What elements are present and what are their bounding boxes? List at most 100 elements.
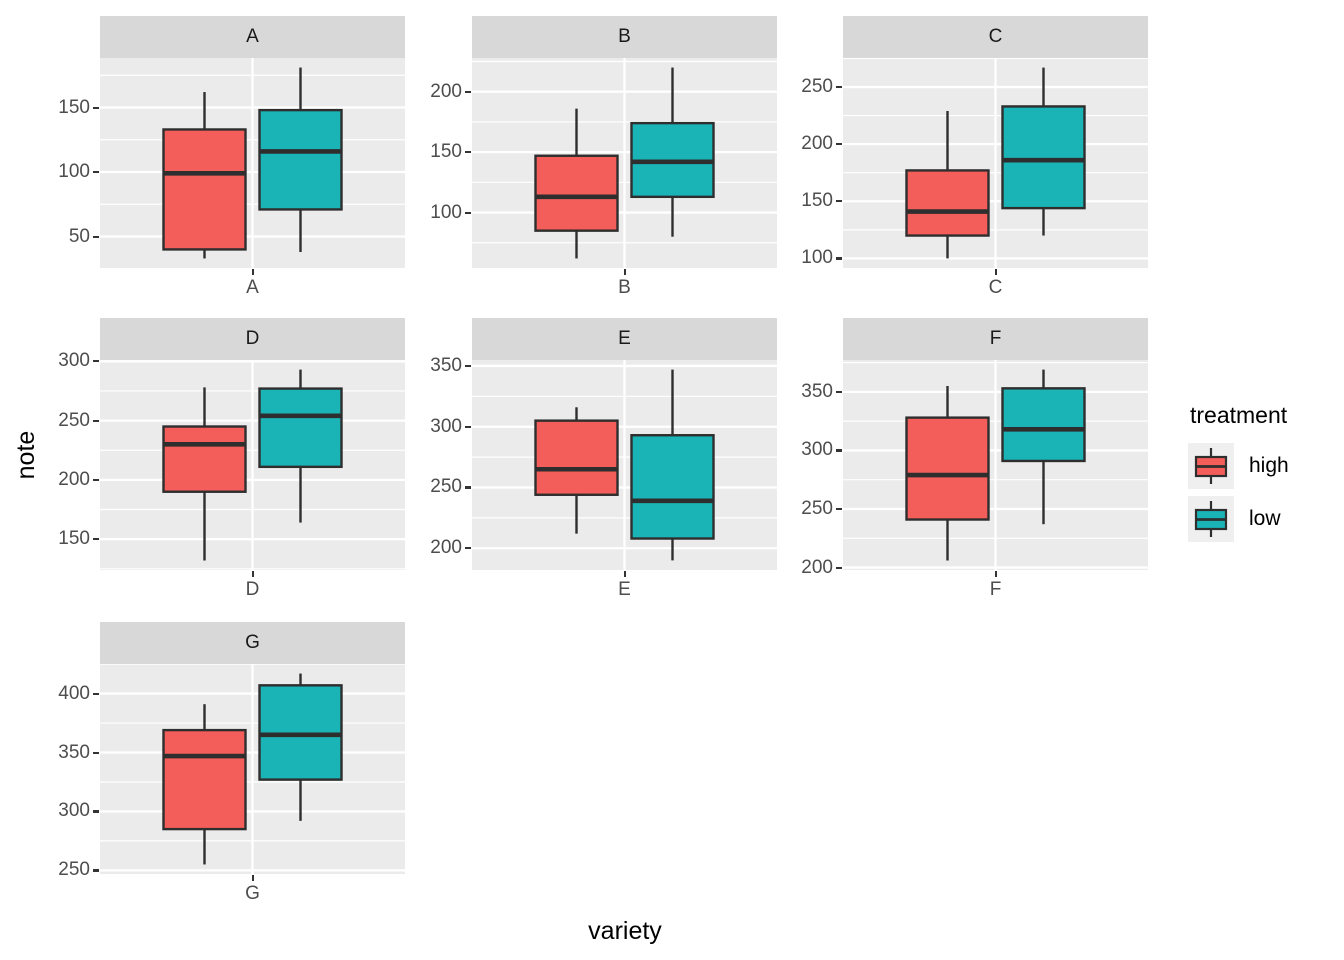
y-tick-mark [93,478,99,482]
y-tick-mark [93,171,99,174]
facet-panel-B [472,58,777,268]
y-tick-label: 150 [430,141,462,163]
y-tick-mark [93,235,99,238]
box-G-low [258,684,343,781]
facet-strip-E: E [472,318,777,360]
boxplot-key-icon [1188,496,1234,542]
legend-title: treatment [1190,402,1288,428]
x-tick-mark [623,571,626,577]
facet-panel-E [472,360,777,570]
legend-label-high: high [1249,454,1289,477]
y-tick-mark [836,143,842,146]
y-tick-mark [465,486,471,489]
y-tick-label: 150 [801,190,833,212]
y-tick-label: 200 [58,468,90,490]
facet-strip-C: C [843,16,1148,58]
y-tick-mark [93,869,99,872]
y-tick-label: 350 [58,741,90,763]
y-tick-mark [465,90,471,93]
y-tick-label: 200 [430,80,462,102]
facet-strip-A: A [100,16,405,58]
y-axis-title: note [12,430,40,480]
box-G-high [162,728,247,831]
y-tick-mark [836,390,842,394]
legend-entry-low: low [1188,496,1289,542]
y-tick-label: 250 [430,476,462,498]
y-tick-label: 250 [58,859,90,881]
box-D-low [258,387,343,469]
y-tick-mark [93,106,99,109]
y-tick-mark [93,538,99,541]
box-A-low [258,108,343,211]
x-tick-label: B [618,277,631,298]
facet-strip-G: G [100,622,405,664]
y-tick-label: 200 [801,556,833,578]
x-tick-label: F [989,579,1002,600]
y-tick-label: 350 [801,380,833,402]
box-F-high [905,416,990,521]
legend-entry-high: high [1188,443,1289,489]
y-tick-mark [836,257,842,260]
y-tick-label: 300 [801,439,833,461]
facet-panel-F [843,360,1148,570]
box-D-high [162,425,247,493]
x-tick-mark [623,269,626,275]
facet-panel-A [100,58,405,268]
y-tick-label: 300 [58,350,90,372]
y-tick-label: 50 [68,225,90,247]
y-tick-mark [465,547,471,550]
y-tick-mark [465,364,471,368]
y-tick-label: 250 [58,409,90,431]
y-tick-label: 150 [58,96,90,118]
facet-panel-D [100,360,405,570]
x-axis-title: variety [588,917,662,945]
y-tick-label: 400 [58,682,90,704]
facet-strip-D: D [100,318,405,360]
y-tick-label: 200 [801,133,833,155]
x-tick-mark [251,269,254,275]
box-A-high [162,128,247,251]
y-tick-label: 300 [58,800,90,822]
x-tick-label: G [245,883,260,904]
y-tick-label: 100 [58,161,90,183]
y-tick-mark [836,86,842,89]
y-tick-mark [836,507,842,511]
y-tick-mark [836,566,842,569]
legend-label-low: low [1249,507,1281,530]
y-tick-label: 250 [801,76,833,98]
y-tick-mark [93,692,99,695]
x-tick-mark [251,875,254,881]
y-tick-mark [836,449,842,452]
box-E-low [630,434,715,540]
x-tick-label: A [246,277,259,298]
y-tick-mark [836,200,842,203]
facet-strip-B: B [472,16,777,58]
y-tick-mark [93,360,99,363]
y-tick-label: 100 [430,201,462,223]
x-tick-label: C [988,277,1003,298]
y-tick-mark [465,211,471,214]
legend: treatment high low [1188,402,1289,549]
y-tick-label: 100 [801,247,833,269]
y-tick-label: 150 [58,528,90,550]
x-tick-label: D [245,579,260,600]
x-tick-mark [994,571,997,577]
x-tick-mark [251,571,254,577]
box-F-low [1001,387,1086,463]
y-tick-mark [465,425,471,428]
y-tick-mark [465,151,471,154]
y-tick-label: 350 [430,354,462,376]
x-tick-mark [994,269,997,275]
facet-panel-G [100,664,405,874]
facet-panel-C [843,58,1148,268]
y-tick-label: 200 [430,537,462,559]
y-tick-mark [93,751,99,754]
x-tick-label: E [618,579,631,600]
y-tick-label: 300 [430,415,462,437]
y-tick-label: 250 [801,497,833,519]
box-E-high [534,419,619,496]
y-tick-mark [93,419,99,422]
boxplot-key-icon [1188,443,1234,489]
facet-strip-F: F [843,318,1148,360]
